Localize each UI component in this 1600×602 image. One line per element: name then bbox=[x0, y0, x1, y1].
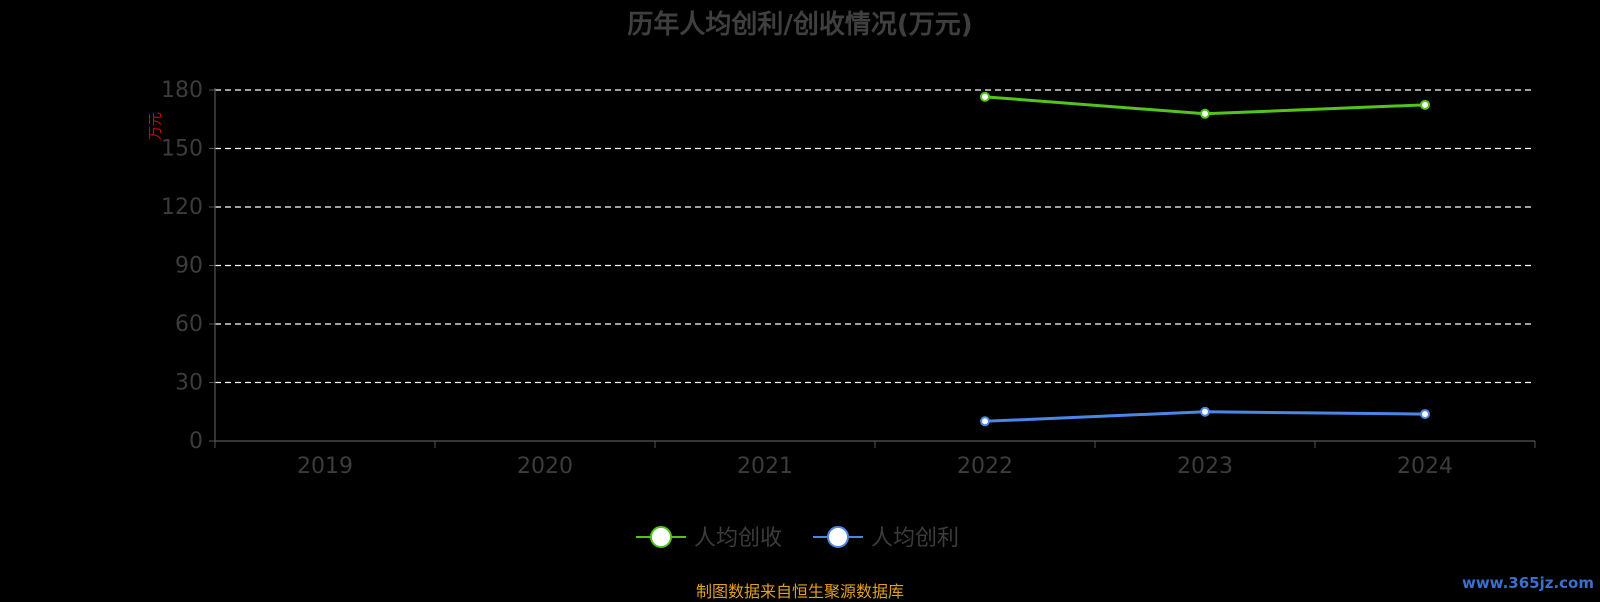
legend-item-1[interactable]: 人均创收 bbox=[636, 526, 782, 551]
series-layer bbox=[980, 91, 1430, 427]
y-tick-label: 120 bbox=[161, 195, 203, 220]
axes: 0 30 60 90 120 150 180 2019 2020 2021 2022 2023 2024 bbox=[161, 78, 1536, 479]
data-point bbox=[980, 416, 990, 427]
x-tick-label: 2023 bbox=[1177, 454, 1233, 479]
x-tick-label: 2021 bbox=[737, 454, 793, 479]
y-tick-label: 90 bbox=[175, 254, 203, 279]
data-point bbox=[1200, 406, 1210, 417]
x-tick-label: 2024 bbox=[1397, 454, 1453, 479]
legend-marker bbox=[827, 526, 849, 548]
y-tick-label: 0 bbox=[189, 429, 203, 454]
legend-label: 人均创收 bbox=[694, 526, 782, 551]
legend-item-2[interactable]: 人均创利 bbox=[813, 526, 959, 551]
x-tick-label: 2022 bbox=[957, 454, 1013, 479]
data-point bbox=[1420, 99, 1430, 110]
x-tick-label: 2020 bbox=[517, 454, 573, 479]
legend-marker bbox=[650, 526, 672, 548]
legend[interactable]: 人均创收 人均创利 bbox=[636, 526, 959, 551]
y-tick-label: 60 bbox=[175, 312, 203, 337]
watermark[interactable]: www.365jz.com bbox=[1461, 574, 1594, 592]
y-axis-label: 万元 bbox=[148, 112, 164, 140]
y-tick-label: 150 bbox=[161, 137, 203, 162]
data-point bbox=[1420, 409, 1430, 420]
y-tick-label: 30 bbox=[175, 371, 203, 396]
y-tick-label: 180 bbox=[161, 78, 203, 103]
data-point bbox=[1200, 108, 1210, 119]
legend-label: 人均创利 bbox=[871, 526, 959, 551]
data-point bbox=[980, 91, 990, 102]
x-tick-label: 2019 bbox=[297, 454, 353, 479]
chart-title: 历年人均创利/创收情况(万元) bbox=[627, 10, 973, 40]
data-source-note: 制图数据来自恒生聚源数据库 bbox=[695, 582, 904, 601]
grid-lines bbox=[215, 89, 1535, 384]
